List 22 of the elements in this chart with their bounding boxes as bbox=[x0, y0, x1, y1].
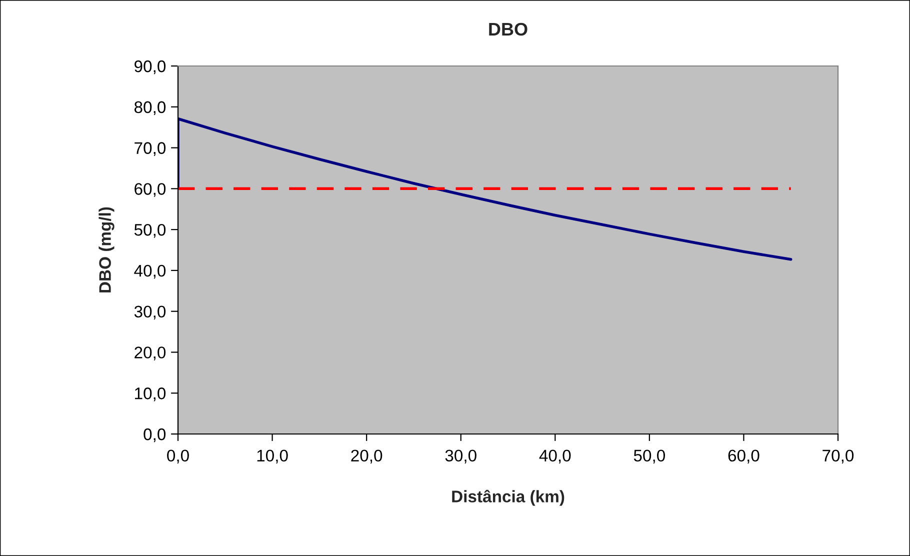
chart-title: DBO bbox=[489, 22, 528, 36]
y-tick-label: 10,0 bbox=[135, 388, 166, 402]
x-tick-label: 60,0 bbox=[728, 450, 760, 464]
x-tick-label: 0,0 bbox=[167, 450, 189, 464]
y-tick-label: 40,0 bbox=[134, 264, 166, 279]
y-tick-label: 50,0 bbox=[134, 224, 166, 238]
x-tick-label: 30,0 bbox=[445, 450, 476, 464]
y-tick-label: 30,0 bbox=[134, 306, 166, 320]
y-axis-title: DBO (mg/l) bbox=[98, 207, 114, 292]
y-tick-label: 70,0 bbox=[134, 142, 166, 156]
y-tick-label: 90,0 bbox=[134, 60, 166, 74]
y-tick-label: 60,0 bbox=[134, 183, 166, 197]
y-tick-label: 20,0 bbox=[134, 346, 166, 360]
x-axis-title: Distância (km) bbox=[452, 490, 564, 506]
x-tick-label: 10,0 bbox=[257, 450, 288, 464]
y-tick-label: 80,0 bbox=[134, 101, 166, 116]
x-tick-label: 50,0 bbox=[634, 450, 665, 464]
x-tick-label: 70,0 bbox=[822, 450, 854, 464]
y-tick-label: 0,0 bbox=[144, 428, 166, 442]
line-series bbox=[178, 117, 792, 261]
x-tick-label: 20,0 bbox=[351, 450, 382, 464]
x-tick-label: 40,0 bbox=[539, 450, 571, 464]
